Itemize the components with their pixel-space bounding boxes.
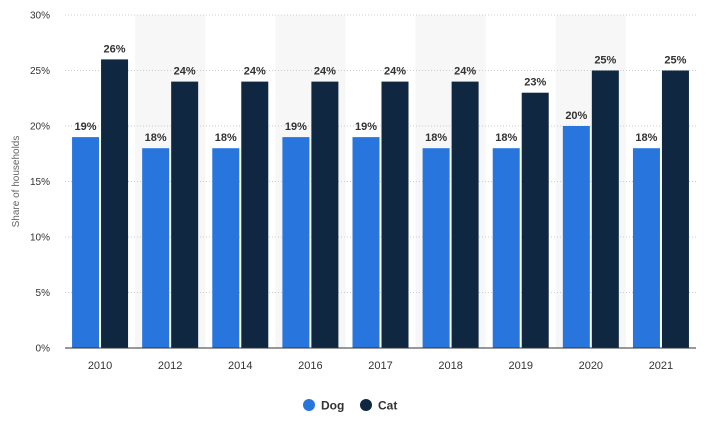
dog-bar[interactable]	[422, 148, 450, 348]
cat-data-label: 23%	[524, 77, 546, 89]
dog-bar[interactable]	[142, 148, 170, 348]
cat-bar[interactable]	[101, 59, 129, 349]
cat-data-label: 24%	[454, 66, 476, 78]
x-tick-label: 2021	[649, 360, 673, 372]
cat-data-label: 26%	[104, 43, 126, 55]
cat-bar[interactable]	[521, 92, 549, 348]
y-tick-label: 15%	[30, 177, 50, 188]
cat-data-label: 24%	[314, 66, 336, 78]
cat-data-label: 24%	[244, 66, 266, 78]
dog-bar[interactable]	[562, 126, 590, 348]
cat-bar[interactable]	[381, 81, 409, 348]
dog-bar[interactable]	[352, 137, 380, 348]
dog-bar[interactable]	[282, 137, 310, 348]
dog-bar[interactable]	[212, 148, 240, 348]
x-axis-ticks: 2010 2012 2014 2016 2017 2018 2019 2020 2021	[88, 360, 673, 372]
dog-bar[interactable]	[632, 148, 660, 348]
legend-marker-cat[interactable]	[360, 399, 372, 411]
cat-data-label: 25%	[664, 55, 686, 67]
dog-bar[interactable]	[72, 137, 100, 348]
legend: Dog Cat	[303, 399, 397, 413]
x-tick-label: 2014	[228, 360, 252, 372]
y-tick-label: 30%	[30, 11, 50, 22]
y-axis-title: Share of households	[11, 136, 22, 228]
bars	[72, 59, 689, 349]
x-tick-label: 2018	[438, 360, 462, 372]
cat-bar[interactable]	[661, 70, 689, 349]
x-tick-label: 2019	[508, 360, 532, 372]
dog-data-label: 18%	[425, 132, 447, 144]
y-tick-label: 5%	[36, 288, 51, 299]
dog-data-label: 19%	[285, 121, 307, 133]
cat-bar[interactable]	[451, 81, 479, 348]
cat-bar[interactable]	[171, 81, 199, 348]
data-labels: 19% 26% 18% 24% 18% 24% 19% 24% 19% 24% 18% 24% 18% 2…	[75, 43, 687, 144]
x-tick-label: 2017	[368, 360, 392, 372]
y-axis-ticks: 0% 5% 10% 15% 20% 25% 30%	[30, 11, 50, 355]
cat-bar[interactable]	[591, 70, 619, 349]
y-tick-label: 20%	[30, 122, 50, 133]
cat-bar[interactable]	[311, 81, 339, 348]
dog-data-label: 20%	[565, 110, 587, 122]
dog-bar[interactable]	[492, 148, 520, 348]
y-tick-label: 10%	[30, 233, 50, 244]
x-tick-label: 2020	[579, 360, 603, 372]
legend-label-dog[interactable]: Dog	[321, 399, 344, 413]
x-tick-label: 2012	[158, 360, 182, 372]
dog-data-label: 18%	[145, 132, 167, 144]
y-tick-label: 25%	[30, 66, 50, 77]
y-tick-label: 0%	[36, 344, 51, 355]
cat-data-label: 25%	[594, 55, 616, 67]
dog-data-label: 19%	[355, 121, 377, 133]
x-tick-label: 2010	[88, 360, 112, 372]
dog-data-label: 18%	[495, 132, 517, 144]
cat-data-label: 24%	[384, 66, 406, 78]
dog-data-label: 19%	[75, 121, 97, 133]
cat-bar[interactable]	[241, 81, 269, 348]
legend-label-cat[interactable]: Cat	[378, 399, 397, 413]
cat-data-label: 24%	[174, 66, 196, 78]
x-tick-label: 2016	[298, 360, 322, 372]
dog-data-label: 18%	[635, 132, 657, 144]
dog-data-label: 18%	[215, 132, 237, 144]
legend-marker-dog[interactable]	[303, 399, 315, 411]
gridlines	[65, 14, 696, 293]
